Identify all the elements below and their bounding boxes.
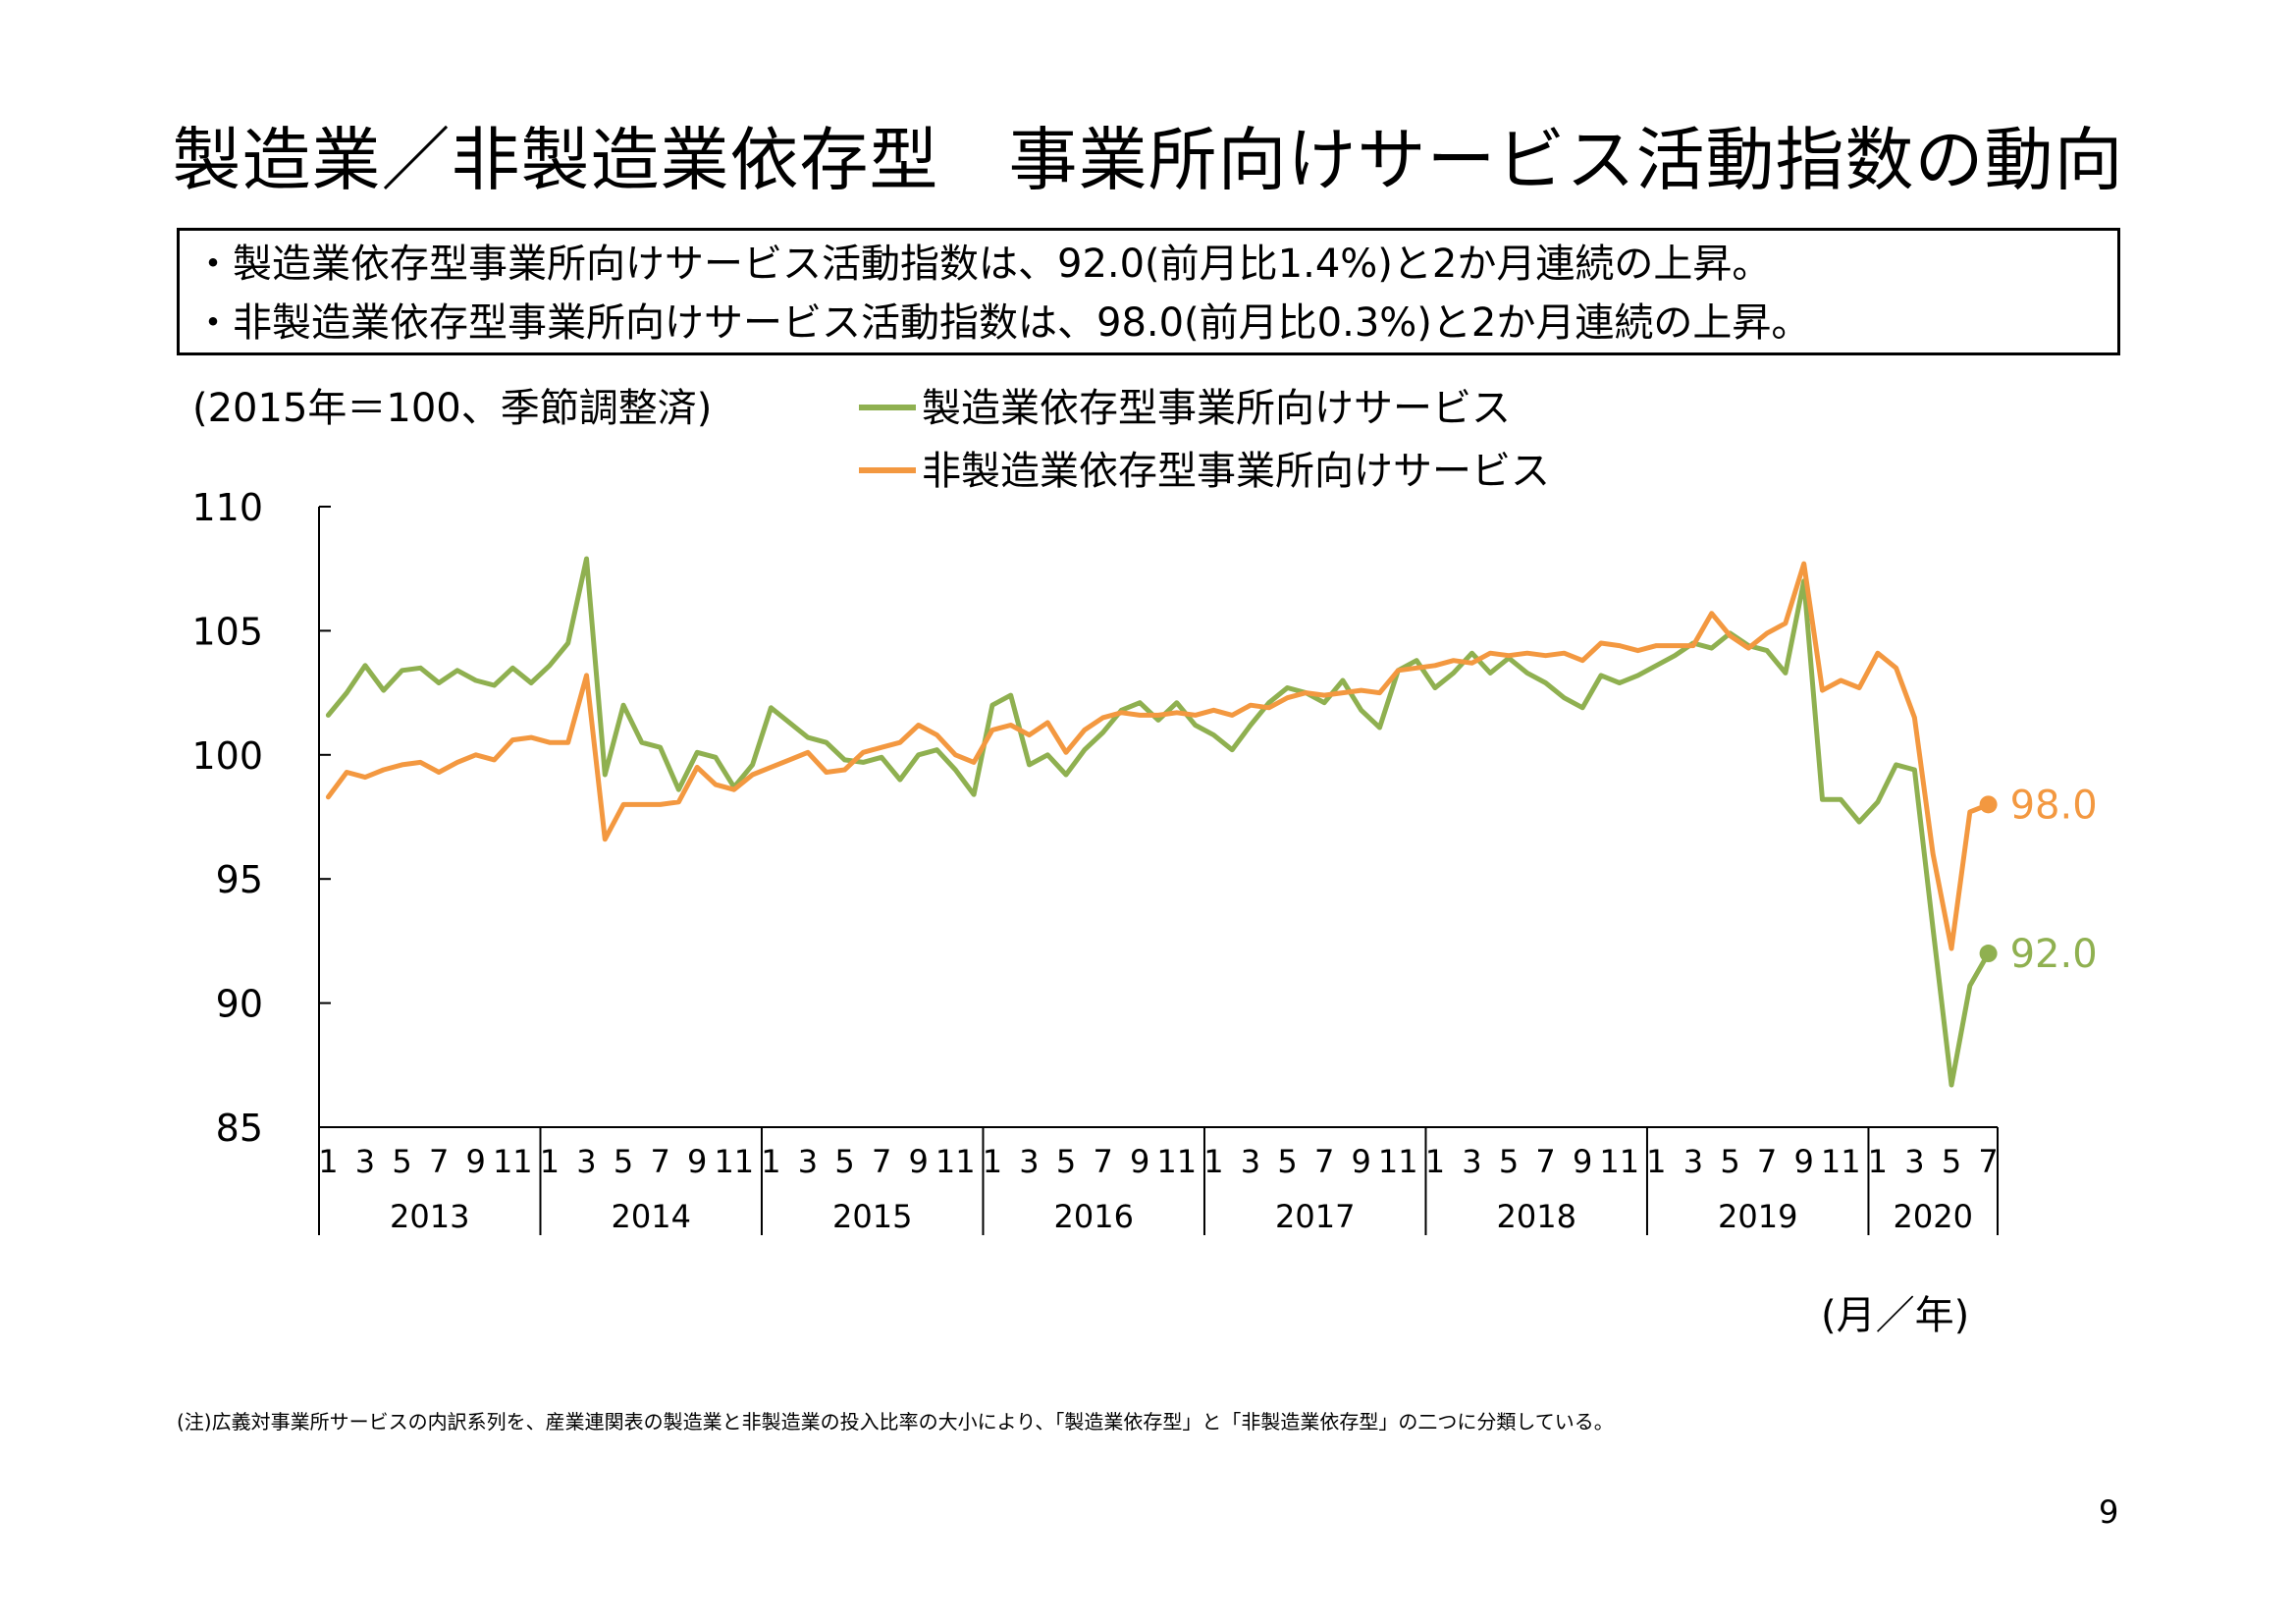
x-month-label: 7 (1314, 1143, 1334, 1180)
x-month-label: 7 (872, 1143, 891, 1180)
y-tick-label: 100 (191, 734, 263, 778)
x-month-label: 7 (1535, 1143, 1555, 1180)
x-month-label: 5 (1942, 1143, 1961, 1180)
x-month-label: 11 (935, 1143, 976, 1180)
x-month-label: 7 (429, 1143, 449, 1180)
series-end-marker-non-manufacturing (1979, 795, 1998, 814)
x-month-label: 9 (466, 1143, 486, 1180)
series-end-label-non-manufacturing: 98.0 (2010, 783, 2098, 828)
x-month-label: 11 (1378, 1143, 1418, 1180)
x-year-label: 2016 (1054, 1198, 1134, 1235)
x-axis-unit-note: (月／年) (1821, 1293, 1970, 1338)
x-month-label: 9 (1794, 1143, 1814, 1180)
x-month-label: 1 (1425, 1143, 1445, 1180)
x-month-label: 11 (493, 1143, 533, 1180)
x-month-label: 3 (355, 1143, 375, 1180)
summary-box: ・製造業依存型事業所向けサービス活動指数は、92.0(前月比1.4%)と2か月連… (177, 228, 2120, 355)
x-month-label: 11 (1599, 1143, 1639, 1180)
x-month-label: 5 (614, 1143, 633, 1180)
x-year-label: 2015 (832, 1198, 912, 1235)
x-month-label: 3 (576, 1143, 596, 1180)
x-year-label: 2019 (1718, 1198, 1797, 1235)
x-month-label: 3 (1019, 1143, 1039, 1180)
x-month-label: 1 (1203, 1143, 1223, 1180)
series-end-marker-manufacturing (1979, 945, 1998, 963)
x-month-label: 1 (1646, 1143, 1666, 1180)
series-end-label-manufacturing: 92.0 (2010, 932, 2098, 977)
series-line-non-manufacturing (325, 561, 1992, 951)
legend-swatch-non-manufacturing (859, 467, 916, 473)
x-month-label: 1 (983, 1143, 1002, 1180)
summary-line-manufacturing: ・製造業依存型事業所向けサービス活動指数は、92.0(前月比1.4%)と2か月連… (193, 242, 1772, 287)
x-month-label: 9 (1352, 1143, 1371, 1180)
x-month-label: 11 (1821, 1143, 1861, 1180)
x-month-label: 1 (1868, 1143, 1888, 1180)
x-month-label: 7 (650, 1143, 669, 1180)
legend-item-non-manufacturing: 非製造業依存型事業所向けサービス (859, 444, 1550, 499)
x-month-label: 9 (909, 1143, 929, 1180)
x-month-label: 1 (540, 1143, 560, 1180)
legend-swatch-manufacturing (859, 405, 916, 410)
x-month-label: 1 (761, 1143, 780, 1180)
footnote: (注)広義対事業所サービスの内訳系列を、産業連関表の製造業と非製造業の投入比率の… (177, 1410, 1614, 1434)
y-tick-label: 105 (191, 610, 263, 653)
summary-line-non-manufacturing: ・非製造業依存型事業所向けサービス活動指数は、98.0(前月比0.3%)と2か月… (193, 300, 1811, 346)
x-month-label: 5 (1277, 1143, 1297, 1180)
x-year-label: 2017 (1275, 1198, 1355, 1235)
chart-unit-note: (2015年＝100、季節調整済) (192, 386, 713, 431)
x-month-label: 3 (1241, 1143, 1260, 1180)
series-line-manufacturing (325, 556, 1992, 1088)
y-tick-label: 90 (216, 983, 263, 1026)
x-month-label: 5 (834, 1143, 854, 1180)
x-month-label: 3 (798, 1143, 818, 1180)
x-month-label: 7 (1757, 1143, 1777, 1180)
x-year-label: 2014 (612, 1198, 691, 1235)
x-month-label: 9 (1130, 1143, 1149, 1180)
x-month-label: 11 (1156, 1143, 1197, 1180)
x-month-label: 3 (1904, 1143, 1924, 1180)
page-title: 製造業／非製造業依存型 事業所向けサービス活動指数の動向 (172, 120, 2124, 200)
y-tick-label: 85 (216, 1107, 263, 1150)
x-month-label: 7 (1093, 1143, 1112, 1180)
x-month-label: 3 (1683, 1143, 1703, 1180)
x-month-label: 7 (1978, 1143, 1998, 1180)
x-year-label: 2013 (390, 1198, 469, 1235)
x-month-label: 9 (687, 1143, 707, 1180)
page-number: 9 (2099, 1493, 2119, 1531)
x-month-label: 11 (714, 1143, 754, 1180)
x-month-label: 5 (1720, 1143, 1739, 1180)
legend-item-manufacturing: 製造業依存型事業所向けサービス (859, 381, 1511, 436)
x-year-label: 2018 (1497, 1198, 1576, 1235)
x-month-label: 9 (1573, 1143, 1592, 1180)
x-month-label: 5 (1056, 1143, 1076, 1180)
y-tick-label: 110 (191, 486, 263, 529)
legend-label-manufacturing: 製造業依存型事業所向けサービス (922, 386, 1511, 431)
x-month-label: 5 (392, 1143, 411, 1180)
x-month-label: 3 (1462, 1143, 1481, 1180)
x-year-label: 2020 (1894, 1198, 1973, 1235)
legend-label-non-manufacturing: 非製造業依存型事業所向けサービス (922, 449, 1550, 494)
x-month-label: 5 (1499, 1143, 1519, 1180)
x-month-label: 1 (318, 1143, 338, 1180)
y-tick-label: 95 (216, 858, 263, 901)
